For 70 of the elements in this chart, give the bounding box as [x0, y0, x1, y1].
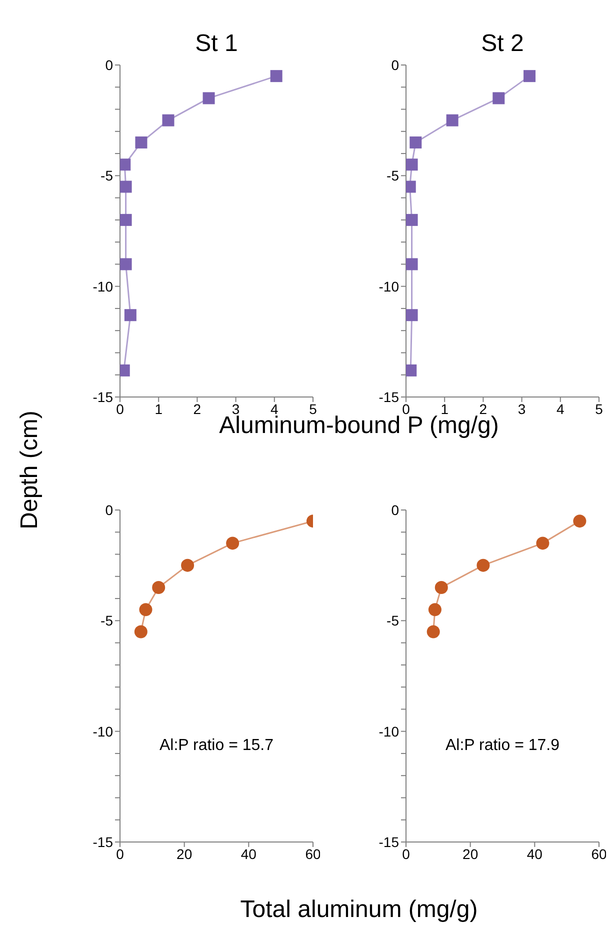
y-tick-label: 0 [391, 56, 400, 73]
x-tick-label: 4 [270, 400, 278, 417]
x-tick-label: 1 [154, 400, 163, 417]
point [181, 558, 194, 572]
x-tick-label: 3 [232, 400, 240, 417]
x-tick-label: 3 [518, 400, 526, 417]
x-tick-label: 5 [309, 400, 318, 417]
x-tick-label: 40 [240, 846, 257, 862]
y-tick-label: -10 [92, 278, 114, 294]
point [434, 580, 448, 594]
x-axis-title: Total aluminum (mg/g) [239, 896, 479, 924]
x-tick-label: 0 [116, 846, 124, 862]
point [410, 136, 422, 148]
x-tick-label: 60 [591, 846, 607, 862]
point [426, 625, 440, 638]
point [406, 258, 418, 270]
y-tick-label: -10 [92, 723, 114, 740]
point [406, 309, 418, 322]
x-tick-label: 1 [440, 400, 449, 417]
point [120, 180, 132, 193]
x-tick-label: 0 [116, 400, 124, 417]
point [573, 514, 586, 528]
annotation: Al:P ratio = 15.7 [158, 737, 274, 755]
point [476, 558, 490, 572]
point [139, 603, 152, 616]
chart-title: St 1 [194, 30, 239, 58]
x-tick-label: 20 [462, 846, 478, 862]
point [406, 158, 418, 171]
x-tick-label: 0 [402, 400, 410, 417]
y-tick-label: -5 [386, 612, 400, 629]
x-tick-label: 2 [193, 400, 202, 417]
y-tick-label: -15 [378, 834, 400, 850]
point [134, 625, 148, 638]
x-tick-label: 20 [176, 846, 192, 862]
y-tick-label: -15 [92, 388, 114, 405]
y-tick-label: 0 [391, 502, 400, 518]
y-tick-label: -10 [378, 278, 400, 294]
x-tick-label: 2 [479, 400, 488, 417]
point [135, 136, 148, 148]
point [120, 158, 131, 171]
x-tick-label: 60 [305, 846, 321, 862]
point [524, 70, 536, 82]
point [406, 364, 417, 376]
x-tick-label: 5 [595, 400, 604, 417]
y-tick-label: -5 [100, 168, 114, 184]
y-tick-label: -15 [378, 388, 400, 405]
y-axis-title: Depth (cm) [16, 410, 44, 530]
x-tick-label: 40 [526, 846, 543, 862]
y-tick-label: 0 [105, 502, 114, 518]
point [162, 114, 174, 126]
point [270, 70, 282, 82]
x-tick-label: 0 [402, 846, 410, 862]
point [202, 92, 215, 104]
chart-title: St 2 [480, 30, 525, 58]
point [152, 580, 166, 594]
point [124, 309, 136, 322]
point [492, 92, 505, 104]
y-tick-label: -15 [92, 834, 114, 850]
y-tick-label: 0 [105, 56, 114, 73]
point [446, 114, 458, 126]
point [406, 214, 418, 226]
annotation: Al:P ratio = 17.9 [444, 737, 560, 755]
point [428, 603, 442, 616]
point [120, 258, 132, 270]
y-tick-label: -10 [378, 723, 400, 740]
point [536, 536, 550, 550]
y-tick-label: -5 [386, 168, 400, 184]
x-tick-label: 4 [556, 400, 564, 417]
point [120, 214, 132, 226]
y-tick-label: -5 [100, 612, 114, 629]
